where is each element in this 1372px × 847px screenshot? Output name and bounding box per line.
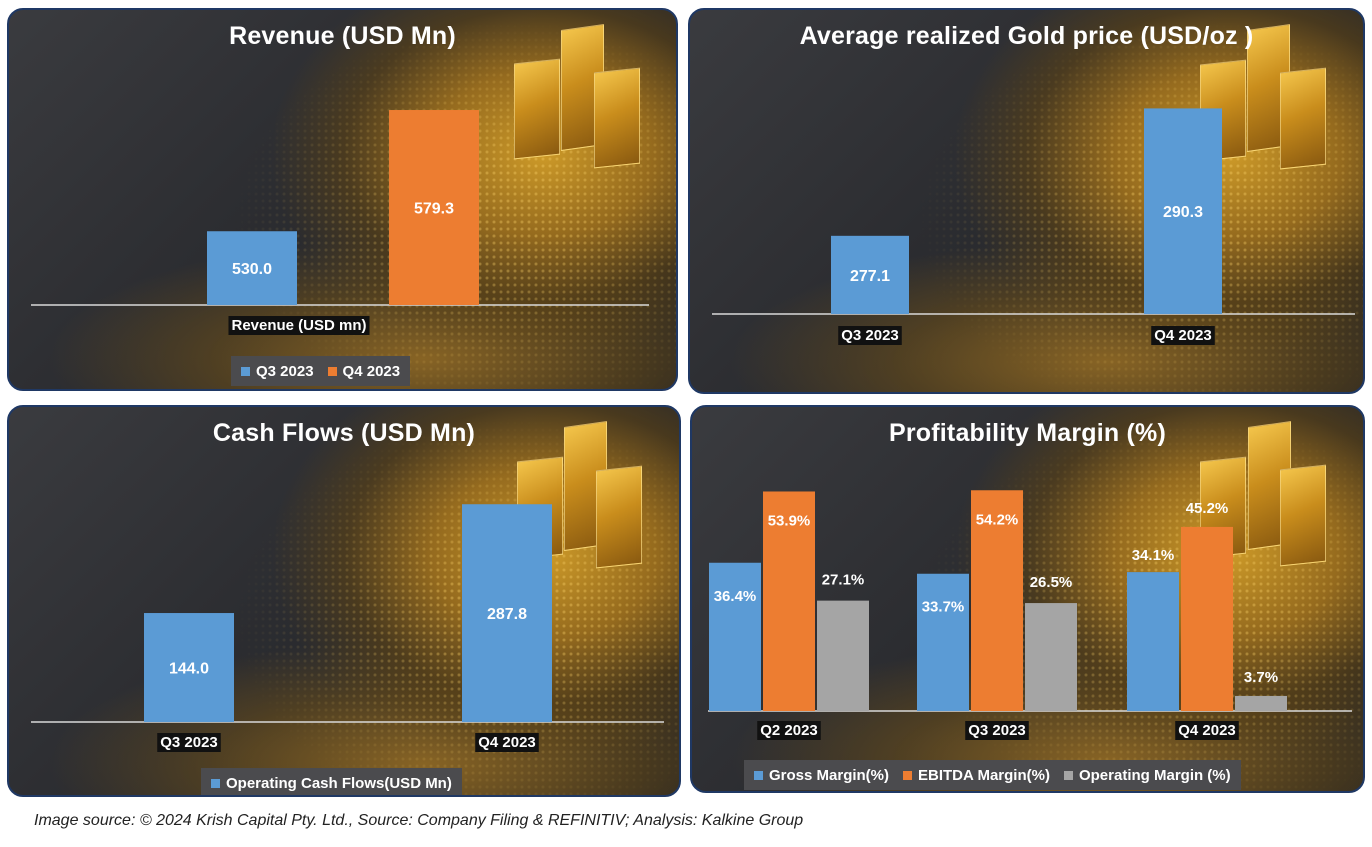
- category-label-bg: [965, 721, 1029, 740]
- category-label-text: Q4 2023: [478, 734, 536, 751]
- bar-ebitda-margin-q4-2023: [1181, 526, 1233, 711]
- category-label: Q3 2023: [157, 733, 221, 752]
- gold-price-chart-panel: Average realized Gold price (USD/oz ) 27…: [688, 8, 1365, 394]
- legend-label: Gross Margin(%): [769, 766, 890, 784]
- bar-q4-2023-q4-2023: [1144, 108, 1222, 315]
- data-label: 26.5%: [1030, 574, 1073, 591]
- category-label: Revenue (USD mn): [228, 316, 370, 335]
- legend-swatch: [903, 770, 913, 780]
- margin-chart-svg: 36.4% 53.9% 27.1% Q2 2023 33.7% 54.2% 26.5% Q3 …: [708, 490, 1352, 740]
- revenue-legend: Q3 2023 Q4 2023: [231, 356, 411, 386]
- category-label: Q4 2023: [1151, 326, 1215, 345]
- bar-operating-cash-flows-usd-mn-q3-2023: [144, 613, 234, 722]
- bar-operating-margin-q4-2023: [1235, 695, 1287, 711]
- data-label: 287.8: [487, 606, 527, 623]
- category-label-bg: [757, 721, 821, 740]
- cash-flow-chart-title: Cash Flows (USD Mn): [212, 419, 476, 447]
- category-label: Q4 2023: [1175, 721, 1239, 740]
- category-label-bg: [157, 733, 221, 752]
- legend-label: Operating Margin (%): [1078, 766, 1231, 784]
- data-label: 277.1: [850, 268, 890, 285]
- data-label: 33.7%: [922, 599, 965, 616]
- legend-label: EBITDA Margin(%): [918, 766, 1050, 784]
- data-label: 27.1%: [822, 572, 865, 589]
- image-source-footer: Image source: © 2024 Krish Capital Pty. …: [34, 812, 804, 829]
- category-label-text: Q3 2023: [160, 734, 218, 751]
- legend-label: Q3 2023: [256, 362, 314, 380]
- bar-q3-2023-q3-2023: [831, 235, 909, 314]
- bar-ebitda-margin-q2-2023: [763, 491, 815, 711]
- category-label: Q4 2023: [475, 733, 539, 752]
- data-label: 34.1%: [1132, 547, 1175, 564]
- category-label-text: Q2 2023: [760, 722, 818, 739]
- category-label: Q3 2023: [965, 721, 1029, 740]
- bar-ebitda-margin-q3-2023: [971, 490, 1023, 711]
- category-label-text: Q4 2023: [1154, 327, 1212, 344]
- category-label-bg: [838, 326, 902, 345]
- revenue-chart-panel: Revenue (USD Mn) 530.0 579.3 Revenue (USD …: [7, 8, 678, 391]
- legend-item: Operating Margin (%): [1063, 766, 1231, 784]
- revenue-chart-title: Revenue (USD Mn): [229, 22, 456, 50]
- legend-label: Operating Cash Flows(USD Mn): [226, 774, 452, 792]
- data-label: 579.3: [414, 201, 454, 218]
- bar-operating-margin-q3-2023: [1025, 603, 1077, 711]
- margin-legend: Gross Margin(%) EBITDA Margin(%) Operating…: [744, 760, 1241, 790]
- category-label-bg: [228, 316, 370, 335]
- data-label: 530.0: [232, 261, 272, 278]
- revenue-chart-svg: 530.0 579.3 Revenue (USD mn): [31, 110, 649, 335]
- bar-gross-margin-q4-2023: [1127, 572, 1179, 711]
- category-label-bg: [475, 733, 539, 752]
- margin-chart-panel: Profitability Margin (%) 36.4% 53.9% 27.1%…: [690, 405, 1365, 793]
- legend-swatch: [211, 778, 220, 788]
- category-label-bg: [1151, 326, 1215, 345]
- category-label-bg: [1175, 721, 1239, 740]
- legend-item: EBITDA Margin(%): [903, 767, 1050, 784]
- cash-flow-legend: Operating Cash Flows(USD Mn): [201, 768, 462, 795]
- bar-q4-2023-revenue-usd-mn-: [389, 110, 479, 306]
- data-label: 45.2%: [1186, 500, 1229, 517]
- category-label: Q3 2023: [838, 326, 902, 345]
- legend-swatch: [1063, 770, 1073, 780]
- category-label-text: Q4 2023: [1178, 722, 1236, 739]
- bar-operating-margin-q2-2023: [817, 600, 869, 711]
- legend-swatch: [754, 770, 763, 780]
- data-label: 3.7%: [1244, 669, 1278, 686]
- legend-swatch: [327, 366, 337, 376]
- bar-gross-margin-q2-2023: [709, 562, 761, 711]
- data-label: 53.9%: [768, 512, 811, 529]
- legend-item: Q3 2023: [241, 363, 314, 380]
- legend-item: Operating Cash Flows(USD Mn): [211, 775, 452, 792]
- gold-price-chart-title: Average realized Gold price (USD/oz ): [799, 22, 1254, 50]
- bar-operating-cash-flows-usd-mn-q4-2023: [462, 504, 552, 722]
- data-label: 290.3: [1163, 204, 1203, 221]
- category-label: Q2 2023: [757, 721, 821, 740]
- bar-q3-2023-revenue-usd-mn-: [207, 231, 297, 305]
- bar-gross-margin-q3-2023: [917, 573, 969, 711]
- legend-swatch: [241, 366, 250, 376]
- category-label-text: Revenue (USD mn): [231, 317, 366, 334]
- cash-flow-chart-panel: Cash Flows (USD Mn) 144.0 Q3 2023 287.8 Q4 …: [7, 405, 681, 797]
- data-label: 36.4%: [714, 588, 757, 605]
- legend-label: Q4 2023: [342, 362, 401, 380]
- data-label: 144.0: [169, 661, 209, 678]
- category-label-text: Q3 2023: [841, 327, 899, 344]
- legend-item: Gross Margin(%): [754, 767, 889, 784]
- legend-item: Q4 2023: [327, 362, 401, 380]
- gold-price-chart-svg: 277.1 Q3 2023 290.3 Q4 2023: [712, 108, 1355, 345]
- cash-flow-chart-svg: 144.0 Q3 2023 287.8 Q4 2023: [31, 504, 664, 752]
- margin-chart-title: Profitability Margin (%): [888, 419, 1167, 447]
- category-label-text: Q3 2023: [968, 722, 1026, 739]
- data-label: 54.2%: [976, 511, 1019, 528]
